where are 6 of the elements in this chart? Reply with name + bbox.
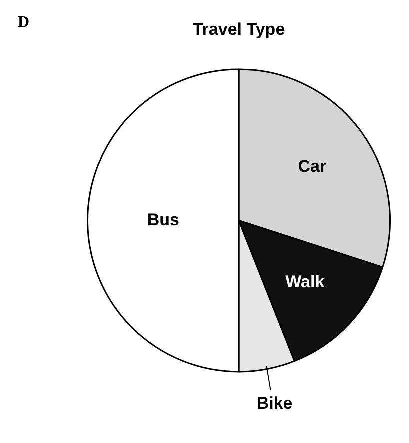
slice-label: Walk <box>286 272 326 292</box>
slice-label: Car <box>298 157 327 176</box>
slice-label: Bike <box>256 394 293 413</box>
chart-title: Travel Type <box>192 20 286 39</box>
slice-label: Bus <box>147 210 180 230</box>
text: D <box>18 14 30 32</box>
